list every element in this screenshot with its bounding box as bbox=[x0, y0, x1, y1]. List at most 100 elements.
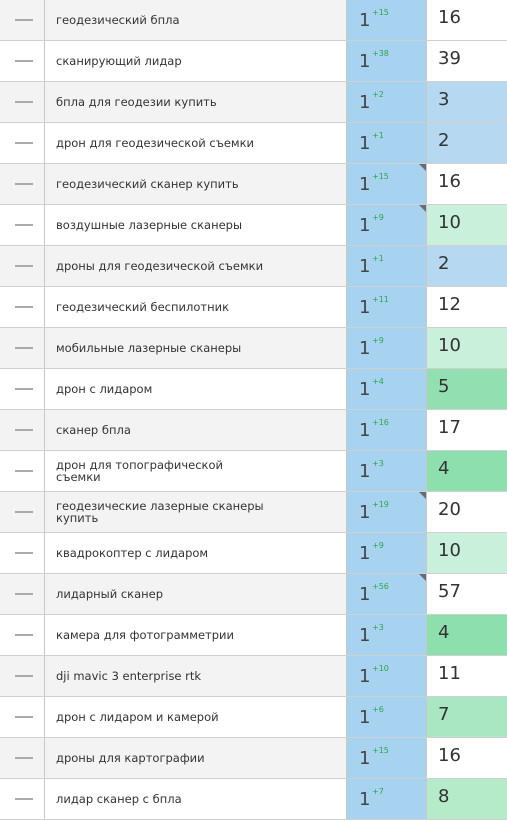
value-cell: 16 bbox=[427, 164, 507, 204]
status-dash bbox=[15, 593, 33, 595]
position: 1 bbox=[359, 789, 371, 810]
value-cell: 11 bbox=[427, 656, 507, 696]
value-cell: 20 bbox=[427, 492, 507, 532]
status-cell bbox=[0, 287, 45, 327]
position-cell: 1 +15 bbox=[347, 0, 427, 40]
status-cell bbox=[0, 369, 45, 409]
value: 16 bbox=[438, 745, 461, 766]
keyword-cell: геодезические лазерные сканеры купить bbox=[45, 492, 347, 532]
keyword-cell: бпла для геодезии купить bbox=[45, 82, 347, 122]
status-cell bbox=[0, 328, 45, 368]
status-cell bbox=[0, 615, 45, 655]
position: 1 bbox=[359, 256, 371, 277]
keyword: геодезический бпла bbox=[56, 13, 180, 27]
keyword: геодезические лазерные сканеры купить bbox=[56, 499, 264, 525]
value: 16 bbox=[438, 171, 461, 192]
status-cell bbox=[0, 0, 45, 40]
position: 1 bbox=[359, 92, 371, 113]
value-cell: 10 bbox=[427, 328, 507, 368]
keyword-cell: лидар сканер с бпла bbox=[45, 779, 347, 819]
value-cell: 10 bbox=[427, 533, 507, 573]
keyword-cell: геодезический бпла bbox=[45, 0, 347, 40]
table-row: мобильные лазерные сканеры 1 +9 10 bbox=[0, 328, 507, 369]
keyword: мобильные лазерные сканеры bbox=[56, 341, 242, 355]
position-cell: 1 +4 bbox=[347, 369, 427, 409]
keyword-cell: мобильные лазерные сканеры bbox=[45, 328, 347, 368]
value-cell: 2 bbox=[427, 246, 507, 286]
status-dash bbox=[15, 183, 33, 185]
value: 20 bbox=[438, 499, 461, 520]
status-dash bbox=[15, 675, 33, 677]
status-dash bbox=[15, 347, 33, 349]
position-change: +15 bbox=[372, 8, 389, 17]
status-dash bbox=[15, 757, 33, 759]
keyword: дрон для геодезической съемки bbox=[56, 136, 255, 150]
table-row: сканирующий лидар 1 +38 39 bbox=[0, 41, 507, 82]
position: 1 bbox=[359, 133, 371, 154]
keyword: квадрокоптер с лидаром bbox=[56, 546, 209, 560]
position-cell: 1 +6 bbox=[347, 697, 427, 737]
position: 1 bbox=[359, 338, 371, 359]
status-dash bbox=[15, 306, 33, 308]
keyword: лидар сканер с бпла bbox=[56, 792, 182, 806]
keyword: геодезический сканер купить bbox=[56, 177, 239, 191]
status-cell bbox=[0, 82, 45, 122]
table-row: дроны для картографии 1 +15 16 bbox=[0, 738, 507, 779]
value-cell: 7 bbox=[427, 697, 507, 737]
position-cell: 1 +16 bbox=[347, 410, 427, 450]
keyword-cell: дрон для геодезической съемки bbox=[45, 123, 347, 163]
table-row: геодезический беспилотник 1 +11 12 bbox=[0, 287, 507, 328]
status-dash bbox=[15, 142, 33, 144]
value-cell: 57 bbox=[427, 574, 507, 614]
keyword: дрон для топографической съемки bbox=[56, 458, 223, 484]
value-cell: 10 bbox=[427, 205, 507, 245]
status-dash bbox=[15, 224, 33, 226]
table-row: дрон с лидаром 1 +4 5 bbox=[0, 369, 507, 410]
value: 10 bbox=[438, 212, 461, 233]
value-cell: 8 bbox=[427, 779, 507, 819]
position: 1 bbox=[359, 174, 371, 195]
status-cell bbox=[0, 164, 45, 204]
position-change: +56 bbox=[372, 582, 389, 591]
value-cell: 17 bbox=[427, 410, 507, 450]
value-cell: 16 bbox=[427, 0, 507, 40]
status-dash bbox=[15, 798, 33, 800]
table-row: дрон для топографической съемки 1 +3 4 bbox=[0, 451, 507, 492]
value: 17 bbox=[438, 417, 461, 438]
value: 39 bbox=[438, 48, 461, 69]
value: 57 bbox=[438, 581, 461, 602]
table-row: dji mavic 3 enterprise rtk 1 +10 11 bbox=[0, 656, 507, 697]
status-dash bbox=[15, 552, 33, 554]
value: 3 bbox=[438, 89, 450, 110]
status-cell bbox=[0, 41, 45, 81]
status-cell bbox=[0, 246, 45, 286]
keyword-cell: сканирующий лидар bbox=[45, 41, 347, 81]
value: 2 bbox=[438, 130, 450, 151]
position-change: +9 bbox=[372, 213, 384, 222]
value: 11 bbox=[438, 663, 461, 684]
status-dash bbox=[15, 265, 33, 267]
value: 5 bbox=[438, 376, 450, 397]
position-change: +10 bbox=[372, 664, 389, 673]
table-row: дроны для геодезической съемки 1 +1 2 bbox=[0, 246, 507, 287]
position: 1 bbox=[359, 707, 371, 728]
value-cell: 2 bbox=[427, 123, 507, 163]
position: 1 bbox=[359, 51, 371, 72]
status-cell bbox=[0, 697, 45, 737]
keyword: геодезический беспилотник bbox=[56, 300, 230, 314]
position: 1 bbox=[359, 543, 371, 564]
value-cell: 5 bbox=[427, 369, 507, 409]
keyword-cell: dji mavic 3 enterprise rtk bbox=[45, 656, 347, 696]
value-cell: 4 bbox=[427, 615, 507, 655]
status-cell bbox=[0, 451, 45, 491]
position: 1 bbox=[359, 420, 371, 441]
status-dash bbox=[15, 634, 33, 636]
status-dash bbox=[15, 101, 33, 103]
value: 2 bbox=[438, 253, 450, 274]
position-cell: 1 +15 bbox=[347, 738, 427, 778]
status-cell bbox=[0, 779, 45, 819]
status-dash bbox=[15, 388, 33, 390]
status-dash bbox=[15, 19, 33, 21]
value: 7 bbox=[438, 704, 450, 725]
status-cell bbox=[0, 738, 45, 778]
